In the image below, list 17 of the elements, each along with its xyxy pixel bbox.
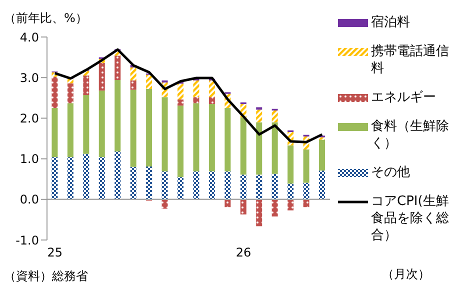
legend-label: 携帯電話通信料 [371,43,450,77]
legend-label: エネルギー [371,89,436,106]
y-tick-label: -1.0 [16,233,39,248]
y-tick-label: 1.0 [20,152,39,166]
y-axis-title: （前年比、%） [4,10,88,27]
legend-label: 食料（生鮮除く） [371,118,450,152]
y-tick-label: 4.0 [20,30,39,44]
x-axis-title: （月次） [382,266,430,283]
x-tick-label: 26 [236,246,252,260]
y-tick-label: 3.0 [20,70,39,85]
legend-label: 宿泊料 [371,14,410,31]
y-tick-label: 2.0 [20,111,39,126]
legend-label: コアCPI(生鮮食品を除く総合） [371,193,450,244]
y-tick-label: 0.0 [20,192,39,207]
text: （資料）総務省 [4,268,88,285]
x-tick-label: 25 [47,246,62,260]
legend-label: その他 [371,164,410,181]
